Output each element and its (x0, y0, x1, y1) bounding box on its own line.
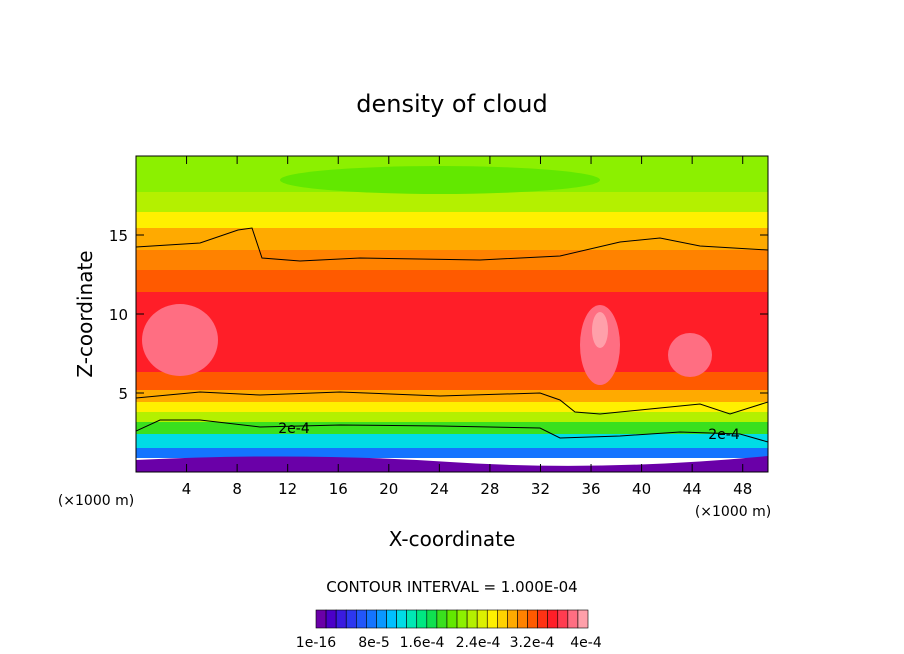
colorbar (315, 609, 589, 629)
colorbar-swatch (406, 609, 418, 629)
colorbar-tick-label: 1.6e-4 (400, 635, 445, 651)
contour-field (136, 156, 768, 472)
x-unit-right: (×1000 m) (695, 504, 771, 520)
colorbar-swatch (476, 609, 488, 629)
light-pink-core (592, 312, 608, 348)
x-tick-label: 36 (581, 480, 600, 498)
colorbar-swatch (396, 609, 407, 629)
colorbar-swatch (537, 609, 549, 629)
y-axis-ticks: 5 10 15 (109, 227, 768, 403)
colorbar-swatch (456, 609, 468, 629)
x-tick-label: 28 (480, 480, 499, 498)
colorbar-tick-label: 8e-5 (358, 635, 389, 651)
x-tick-label: 4 (182, 480, 192, 498)
chart-title: density of cloud (356, 90, 547, 118)
colorbar-swatch (335, 609, 347, 629)
colorbar-swatch (547, 609, 559, 629)
x-tick-label: 24 (430, 480, 449, 498)
x-tick-label: 48 (733, 480, 752, 498)
colorbar-swatch (577, 609, 589, 629)
colorbar-swatch (315, 609, 327, 629)
contour-label-right: 2e-4 (708, 427, 740, 443)
colorbar-swatch (507, 609, 518, 629)
colorbar-swatch (355, 609, 367, 629)
band-lower-yellow (136, 402, 768, 412)
band-orange-light (136, 228, 768, 250)
colorbar-swatch (567, 609, 579, 629)
y-tick-label: 15 (109, 227, 128, 245)
colorbar-swatch (345, 609, 357, 629)
colorbar-swatch (426, 609, 438, 629)
colorbar-labels: 1e-16 8e-5 1.6e-4 2.4e-4 3.2e-4 4e-4 (296, 635, 602, 651)
x-tick-label: 20 (379, 480, 398, 498)
band-yellow (136, 212, 768, 228)
x-tick-label: 16 (329, 480, 348, 498)
colorbar-swatch (376, 609, 387, 629)
band-green-yellow (136, 192, 768, 212)
y-tick-label: 10 (109, 306, 128, 324)
x-tick-label: 44 (683, 480, 702, 498)
pink-blob-right (668, 333, 712, 377)
colorbar-swatch (416, 609, 428, 629)
green-core-top (280, 166, 600, 194)
colorbar-swatch (517, 609, 528, 629)
x-tick-label: 8 (232, 480, 242, 498)
x-axis-ticks: 4 8 12 16 20 24 28 32 36 40 44 48 (182, 156, 752, 498)
contour-lines (136, 227, 768, 443)
x-unit-left: (×1000 m) (58, 493, 134, 509)
y-axis-label: Z-coordinate (73, 250, 97, 377)
band-red (136, 292, 768, 372)
contour-line-mid (136, 391, 768, 415)
x-tick-label: 12 (278, 480, 297, 498)
contour-line-lower (136, 419, 768, 443)
colorbar-swatch (497, 609, 508, 629)
colorbar-swatch (557, 609, 569, 629)
colorbar-tick-label: 4e-4 (570, 635, 602, 651)
colorbar-tick-label: 3.2e-4 (510, 635, 555, 651)
colorbar-swatch (366, 609, 377, 629)
band-cyan (136, 434, 768, 448)
colorbar-swatch (527, 609, 538, 629)
x-axis-label: X-coordinate (389, 527, 516, 551)
x-tick-label: 40 (632, 480, 651, 498)
bottom-purple-edge (136, 456, 768, 472)
colorbar-tick-label: 1e-16 (296, 635, 336, 651)
contour-label-left: 2e-4 (278, 421, 310, 437)
colorbar-swatch (466, 609, 478, 629)
contour-interval-label: CONTOUR INTERVAL = 1.000E-04 (326, 578, 577, 596)
band-lower-green-yellow (136, 412, 768, 422)
colorbar-swatch (325, 609, 337, 629)
colorbar-tick-label: 2.4e-4 (456, 635, 501, 651)
pink-blob-left (142, 304, 218, 376)
colorbar-swatch (486, 609, 498, 629)
band-orange-red (136, 270, 768, 292)
y-tick-label: 5 (118, 385, 128, 403)
colorbar-swatch (446, 609, 458, 629)
contour-line-upper (136, 227, 768, 262)
colorbar-swatch (436, 609, 448, 629)
band-lower-green (136, 422, 768, 434)
band-lower-orange-red (136, 372, 768, 390)
band-blue (136, 448, 768, 458)
x-tick-label: 32 (531, 480, 550, 498)
colorbar-swatch (386, 609, 397, 629)
